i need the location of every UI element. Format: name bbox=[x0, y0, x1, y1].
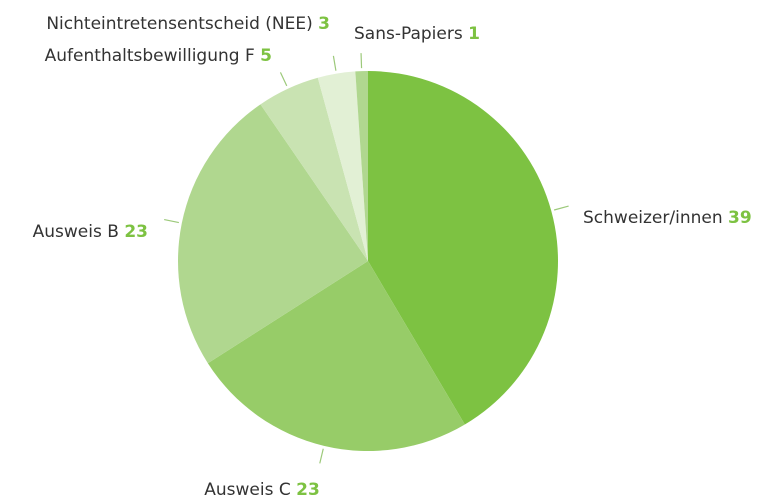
slice-value: 23 bbox=[296, 480, 320, 500]
slice-label: Sans-Papiers 1 bbox=[354, 24, 480, 44]
slice-value: 1 bbox=[468, 24, 480, 44]
slice-label: Aufenthaltsbewilligung F 5 bbox=[45, 46, 272, 66]
slice-name: Ausweis B bbox=[33, 222, 119, 242]
leader-line bbox=[360, 53, 363, 69]
pie-slice bbox=[355, 71, 368, 261]
pie-slice bbox=[260, 77, 368, 261]
slice-name: Aufenthaltsbewilligung F bbox=[45, 46, 255, 66]
pie-slice bbox=[207, 261, 465, 451]
leader-line bbox=[279, 72, 288, 87]
slice-name: Nichteintretensentscheid (NEE) bbox=[46, 14, 312, 34]
slice-label: Ausweis B 23 bbox=[33, 222, 148, 242]
slice-label: Ausweis C 23 bbox=[204, 480, 320, 500]
leader-line bbox=[164, 218, 179, 224]
slice-name: Sans-Papiers bbox=[354, 24, 463, 44]
leader-line bbox=[553, 205, 569, 211]
slice-name: Schweizer/innen bbox=[583, 208, 723, 228]
slice-label: Schweizer/innen 39 bbox=[583, 208, 752, 228]
slice-value: 39 bbox=[728, 208, 752, 228]
slice-value: 3 bbox=[318, 14, 330, 34]
leader-line bbox=[332, 55, 337, 71]
pie-slice bbox=[317, 71, 368, 262]
leader-line bbox=[319, 448, 324, 464]
slice-value: 5 bbox=[260, 46, 272, 66]
slice-label: Nichteintretensentscheid (NEE) 3 bbox=[46, 14, 330, 34]
pie-slice bbox=[368, 71, 559, 425]
slice-value: 23 bbox=[124, 222, 148, 242]
slice-name: Ausweis C bbox=[204, 480, 290, 500]
pie-slice bbox=[178, 104, 368, 364]
